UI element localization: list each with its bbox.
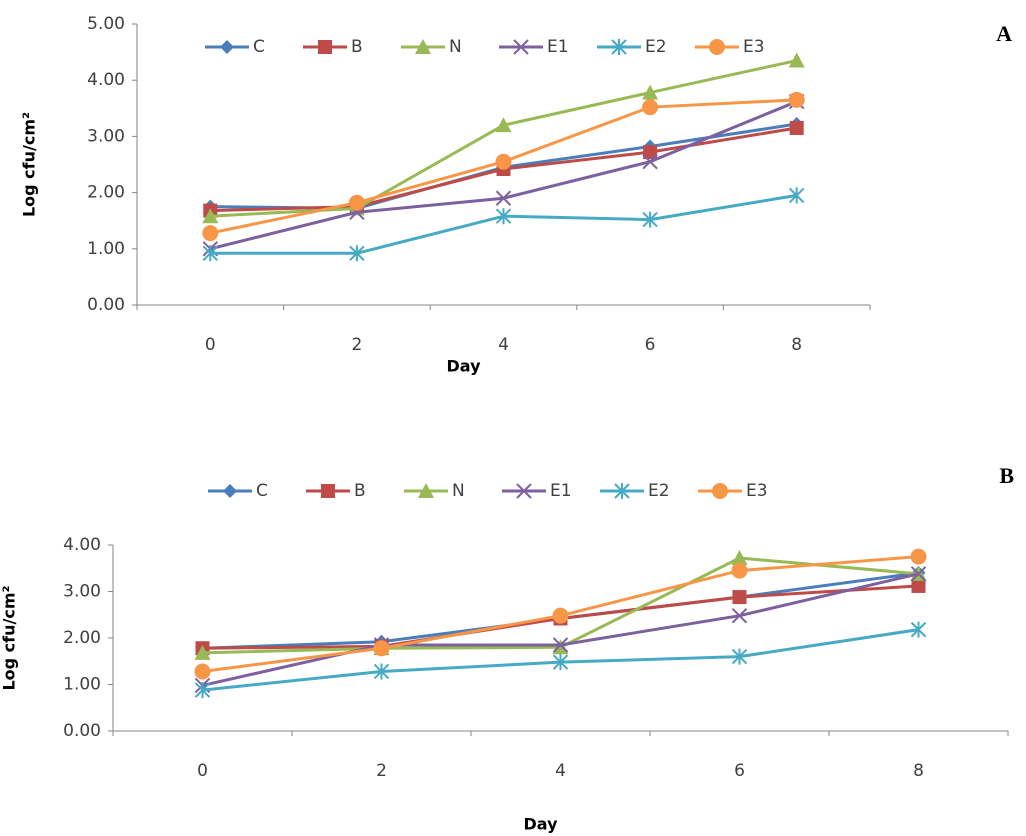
legend-label: E1 <box>550 481 572 501</box>
x-tick-label: 8 <box>913 761 924 781</box>
y-tick-label: 4.00 <box>87 70 125 90</box>
x-tick-label: 2 <box>376 761 387 781</box>
legend-label: E2 <box>648 481 670 501</box>
y-tick-label: 4.00 <box>63 535 101 555</box>
marker <box>911 549 927 565</box>
legend-marker <box>220 40 234 54</box>
panel-label: A <box>996 21 1012 46</box>
series-line <box>203 558 919 653</box>
x-tick-label: 2 <box>351 335 362 355</box>
x-axis-title: Day <box>446 357 481 376</box>
legend-label: N <box>452 481 465 501</box>
marker <box>733 590 747 604</box>
panel-label: B <box>999 463 1014 488</box>
y-tick-label: 1.00 <box>87 239 125 259</box>
legend-label: C <box>253 37 265 57</box>
marker <box>195 663 211 679</box>
y-tick-label: 3.00 <box>63 582 101 602</box>
y-tick-label: 3.00 <box>87 126 125 146</box>
marker <box>374 640 390 656</box>
marker <box>789 53 805 68</box>
y-tick-label: 2.00 <box>87 183 125 203</box>
x-axis-title: Day <box>523 815 558 834</box>
y-tick-label: 0.00 <box>63 721 101 741</box>
x-tick-label: 4 <box>498 335 509 355</box>
y-tick-label: 1.00 <box>63 675 101 695</box>
legend-label: E3 <box>743 37 765 57</box>
legend-marker <box>318 40 332 54</box>
marker <box>790 121 804 135</box>
figure: A 0.00 1.00 2.00 3.00 4.00 5.00 0 2 4 6 8 Day Log cfu… <box>0 0 1026 836</box>
marker <box>642 99 658 115</box>
legend-label: E1 <box>547 37 569 57</box>
y-axis-title: Log cfu/cm² <box>0 585 19 690</box>
legend-label: C <box>256 481 268 501</box>
legend-label: N <box>449 37 462 57</box>
legend-marker <box>709 39 725 55</box>
x-tick-label: 4 <box>555 761 566 781</box>
y-tick-label: 2.00 <box>63 628 101 648</box>
series-line <box>210 195 796 253</box>
x-tick-label: 6 <box>734 761 745 781</box>
marker <box>732 563 748 579</box>
x-tick-label: 8 <box>791 335 802 355</box>
legend-marker <box>321 484 335 498</box>
marker <box>912 579 926 593</box>
y-axis-title: Log cfu/cm² <box>20 112 39 217</box>
x-tick-label: 0 <box>205 335 216 355</box>
x-tick-label: 0 <box>197 761 208 781</box>
legend-marker <box>712 483 728 499</box>
y-tick-label: 5.00 <box>87 14 125 34</box>
legend-label: E2 <box>645 37 667 57</box>
legend-marker <box>223 484 237 498</box>
marker <box>202 225 218 241</box>
marker <box>789 92 805 108</box>
legend-label: B <box>351 37 363 57</box>
legend-label: B <box>354 481 366 501</box>
marker <box>553 608 569 624</box>
x-tick-label: 6 <box>645 335 656 355</box>
legend-label: E3 <box>746 481 768 501</box>
marker <box>496 154 512 170</box>
y-tick-label: 0.00 <box>87 295 125 315</box>
marker <box>349 195 365 211</box>
